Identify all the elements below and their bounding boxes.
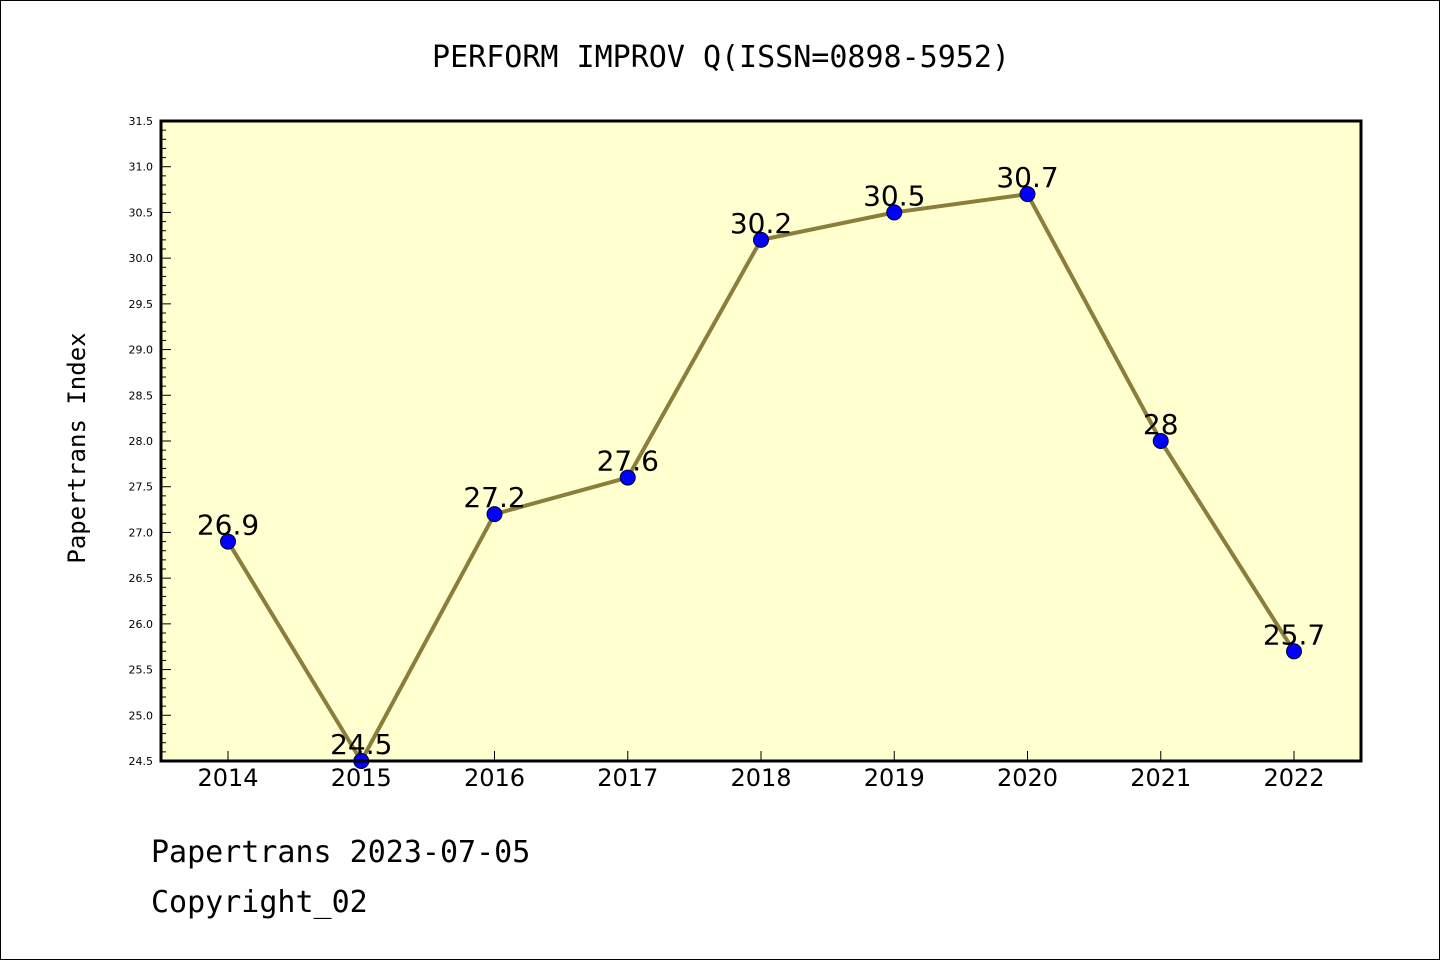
- x-axis: 2014 2015 2016 2017 2018 2019 2020 2021 2022: [197, 751, 1325, 792]
- y-tick-label: 27.5: [129, 481, 154, 494]
- x-tick-label: 2019: [864, 764, 925, 792]
- data-point: [1152, 433, 1169, 449]
- data-label: 25.7: [1263, 618, 1325, 651]
- y-tick-label: 28.0: [129, 435, 154, 448]
- x-tick-label: 2021: [1130, 764, 1191, 792]
- data-point: [1019, 186, 1036, 203]
- x-tick-label: 2022: [1263, 764, 1324, 792]
- data-label: 27.2: [463, 481, 525, 514]
- series-layer: 26.9 24.5 27.2 27.6 30.2 30.5 30.7 28 25.7: [197, 161, 1325, 769]
- y-axis: 24.5 25.0 25.5 26.0 26.5 27.0 27.5 28.0 28.5 29.0…: [129, 115, 171, 768]
- y-tick-label: 27.0: [129, 526, 154, 539]
- data-point: [1286, 643, 1302, 660]
- data-label: 24.5: [330, 728, 392, 761]
- y-tick-label: 30.0: [129, 252, 154, 265]
- data-point: [486, 506, 503, 523]
- y-tick-label: 25.5: [129, 664, 154, 677]
- y-tick-label: 25.0: [129, 709, 154, 722]
- y-tick-label: 24.5: [129, 755, 154, 768]
- y-tick-label: 31.0: [129, 161, 154, 174]
- x-tick-label: 2016: [464, 764, 525, 792]
- data-label: 30.5: [863, 179, 925, 212]
- y-tick-label: 31.5: [129, 115, 154, 128]
- y-tick-label: 26.5: [129, 572, 154, 585]
- y-tick-label: 28.5: [129, 389, 154, 402]
- footer-copyright: Copyright_02: [151, 885, 368, 920]
- data-point: [753, 231, 769, 248]
- footer-date: Papertrans 2023-07-05: [151, 835, 531, 870]
- y-tick-label: 30.5: [129, 206, 154, 219]
- x-tick-label: 2014: [197, 764, 258, 792]
- x-tick-label: 2018: [730, 764, 791, 792]
- data-point: [619, 469, 636, 486]
- x-tick-label: 2017: [597, 764, 658, 792]
- data-point: [220, 533, 236, 550]
- data-label: 27.6: [597, 445, 659, 478]
- plot-frame: [159, 119, 1363, 763]
- y-axis-label: Papertrans Index: [63, 332, 91, 563]
- chart-title: PERFORM IMPROV Q(ISSN=0898-5952): [432, 40, 1010, 75]
- x-tick-label: 2020: [997, 764, 1058, 792]
- data-label: 30.7: [996, 161, 1058, 194]
- y-tick-label: 26.0: [129, 618, 154, 631]
- y-tick-label: 29.5: [129, 298, 154, 311]
- y-tick-label: 29.0: [129, 344, 154, 357]
- data-label: 30.2: [730, 207, 792, 240]
- data-point: [886, 204, 903, 221]
- data-label: 26.9: [197, 509, 259, 542]
- data-label: 28: [1143, 408, 1179, 441]
